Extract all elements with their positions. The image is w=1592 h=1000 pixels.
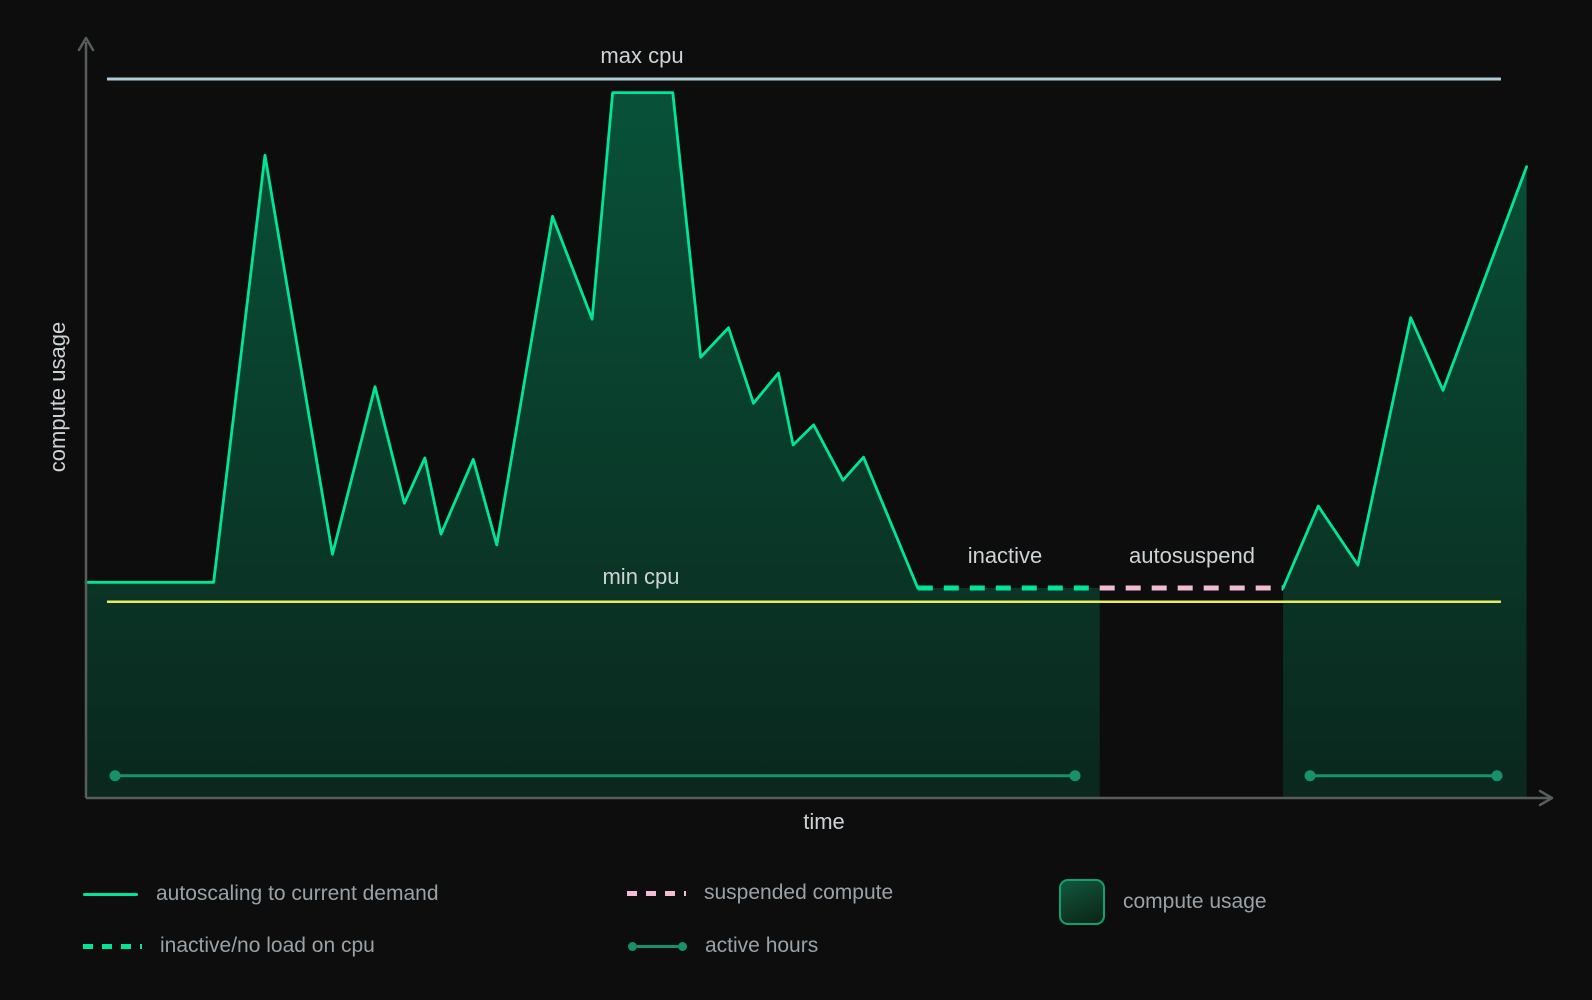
line-with-end-dots-icon [628, 941, 687, 951]
inactive-label: inactive [967, 543, 1043, 568]
max-cpu-label: max cpu [600, 43, 684, 68]
dashed-green-line-icon [83, 943, 142, 949]
legend-item-active-hours: active hours [628, 934, 818, 958]
legend-label-suspended: suspended compute [704, 881, 894, 904]
dashed-pink-line-icon [627, 890, 686, 896]
autosuspend-label: autosuspend [1129, 543, 1255, 568]
green-area-box-icon [1059, 879, 1105, 925]
x-axis-label: time [803, 809, 845, 834]
legend-label-inactive: inactive/no load on cpu [160, 934, 375, 957]
legend-label-compute-usage: compute usage [1123, 890, 1267, 913]
legend-label-active-hours: active hours [705, 934, 819, 957]
legend-item-compute-usage: compute usage [1059, 879, 1267, 925]
y-axis-label: compute usage [45, 321, 70, 473]
min-cpu-label: min cpu [602, 564, 680, 589]
legend-label-autoscaling: autoscaling to current demand [156, 882, 439, 905]
legend-item-suspended: suspended compute [627, 881, 893, 905]
legend-item-inactive: inactive/no load on cpu [83, 934, 375, 958]
legend-item-autoscaling: autoscaling to current demand [83, 882, 439, 906]
solid-green-line-icon [83, 892, 138, 896]
